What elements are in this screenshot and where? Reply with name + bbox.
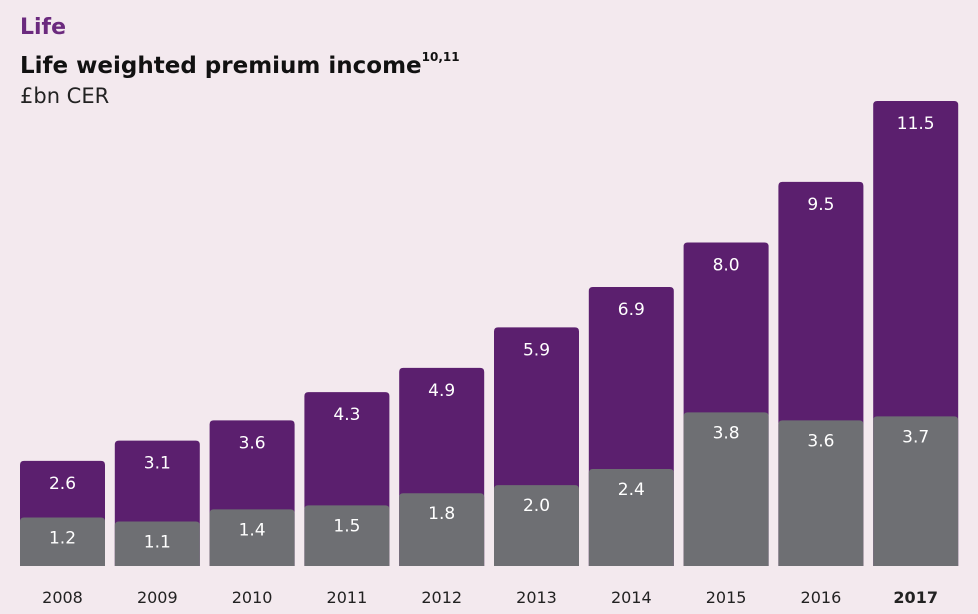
- x-tick-label-2017: 2017: [893, 588, 938, 607]
- value-label-base-2016: 3.6: [807, 431, 834, 451]
- bar-base-2014: [588, 468, 674, 566]
- value-label-total-2012: 4.9: [428, 381, 455, 401]
- section-label: Life: [20, 15, 67, 40]
- value-label-base-2011: 1.5: [333, 516, 360, 536]
- x-tick-label-2014: 2014: [611, 588, 652, 607]
- chart-title-text: Life weighted premium income: [20, 53, 422, 79]
- x-tick-label-2012: 2012: [421, 588, 462, 607]
- bar-base-2015: [683, 412, 769, 566]
- bar-base-2011: [304, 505, 390, 566]
- x-tick-label-2013: 2013: [516, 588, 557, 607]
- value-label-base-2014: 2.4: [618, 480, 645, 500]
- x-tick-label-2008: 2008: [42, 588, 83, 607]
- value-label-total-2010: 3.6: [239, 433, 266, 453]
- value-label-base-2010: 1.4: [239, 520, 266, 540]
- bar-base-2016: [778, 420, 864, 566]
- bar-base-2008: [20, 517, 105, 566]
- value-label-total-2016: 9.5: [807, 195, 834, 215]
- x-tick-label-2011: 2011: [327, 588, 368, 607]
- bar-base-2013: [494, 485, 579, 566]
- chart-header: Life Life weighted premium income10,11 £…: [20, 14, 460, 111]
- x-tick-label-2010: 2010: [232, 588, 273, 607]
- x-tick-label-2015: 2015: [706, 588, 747, 607]
- unit-label: £bn CER: [20, 84, 110, 108]
- value-label-base-2017: 3.7: [902, 427, 929, 447]
- value-label-total-2013: 5.9: [523, 340, 550, 360]
- x-tick-label-2016: 2016: [801, 588, 842, 607]
- value-label-total-2011: 4.3: [333, 405, 360, 425]
- value-label-base-2009: 1.1: [144, 533, 171, 553]
- x-tick-label-2009: 2009: [137, 588, 178, 607]
- value-label-base-2015: 3.8: [713, 423, 740, 443]
- bar-base-2009: [114, 521, 200, 566]
- chart-title: Life weighted premium income10,11: [20, 42, 460, 81]
- value-label-total-2008: 2.6: [49, 474, 76, 494]
- value-label-base-2008: 1.2: [49, 528, 76, 548]
- bar-base-2012: [399, 493, 485, 566]
- value-label-base-2012: 1.8: [428, 504, 455, 524]
- value-label-base-2013: 2.0: [523, 496, 550, 516]
- value-label-total-2009: 3.1: [144, 454, 171, 474]
- bar-base-2010: [209, 509, 295, 566]
- value-label-total-2014: 6.9: [618, 300, 645, 320]
- title-footnote: 10,11: [421, 50, 460, 64]
- value-label-total-2017: 11.5: [897, 114, 935, 134]
- value-label-total-2015: 8.0: [713, 256, 740, 276]
- bar-base-2017: [873, 416, 959, 566]
